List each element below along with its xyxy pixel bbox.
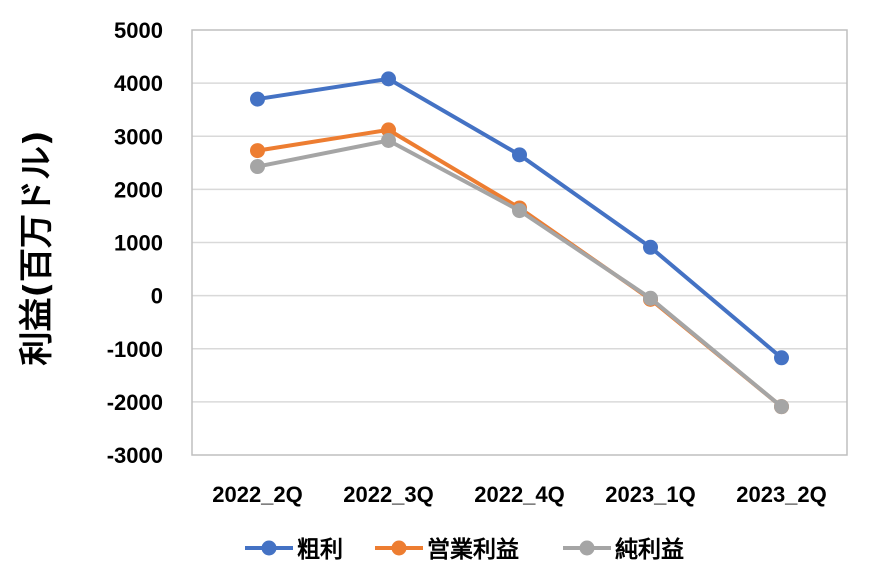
y-tick-label: -2000 xyxy=(107,390,163,415)
plot-area-border xyxy=(191,29,848,456)
series-line xyxy=(255,76,784,360)
y-tick-label: 0 xyxy=(151,284,163,309)
data-point xyxy=(381,71,396,87)
data-point xyxy=(250,91,265,107)
y-tick-label: -3000 xyxy=(107,443,163,468)
series-2 xyxy=(250,122,789,415)
series-line xyxy=(255,127,784,409)
x-tick-label: 2023_2Q xyxy=(736,482,827,507)
series-3 xyxy=(250,133,789,415)
data-point xyxy=(250,143,265,159)
y-axis-ticks: 5000 4000 3000 2000 1000 0 -1000 -2000 -3000 xyxy=(107,18,163,468)
y-tick-label: 4000 xyxy=(114,71,163,96)
data-point xyxy=(381,133,396,148)
x-tick-label: 2023_1Q xyxy=(605,482,696,507)
y-tick-label: 3000 xyxy=(114,124,163,149)
data-point xyxy=(381,122,396,138)
legend-marker xyxy=(391,540,407,556)
legend-item: 営業利益 xyxy=(375,536,519,563)
legend-item: 純利益 xyxy=(563,536,684,563)
y-tick-label: 1000 xyxy=(114,231,163,256)
y-axis-label: 利益(百万ドル) xyxy=(17,130,57,365)
y-tick-label: 5000 xyxy=(114,18,163,43)
y-tick-label: -1000 xyxy=(107,337,163,362)
series-lines xyxy=(250,71,789,415)
data-point xyxy=(774,399,789,415)
data-point xyxy=(643,290,658,306)
data-point xyxy=(512,147,527,163)
legend-item: 粗利 xyxy=(245,536,343,563)
data-point xyxy=(643,239,658,255)
data-point xyxy=(512,203,527,219)
x-axis-ticks: 2022_2Q 2022_3Q 2022_4Q 2023_1Q 2023_2Q xyxy=(212,482,827,507)
series-1 xyxy=(250,71,789,366)
x-tick-label: 2022_2Q xyxy=(212,482,303,507)
legend-label: 営業利益 xyxy=(427,536,519,563)
legend: 粗利 営業利益 純利益 xyxy=(245,536,684,563)
legend-label: 純利益 xyxy=(615,536,684,563)
data-point xyxy=(250,159,265,175)
legend-marker xyxy=(261,540,277,556)
x-tick-label: 2022_4Q xyxy=(474,482,565,507)
series-line xyxy=(255,138,784,409)
legend-label: 粗利 xyxy=(297,536,343,563)
data-point xyxy=(774,350,789,366)
y-tick-label: 2000 xyxy=(114,177,163,202)
grid-lines xyxy=(192,82,847,403)
x-tick-label: 2022_3Q xyxy=(343,482,434,507)
legend-marker xyxy=(579,540,595,556)
